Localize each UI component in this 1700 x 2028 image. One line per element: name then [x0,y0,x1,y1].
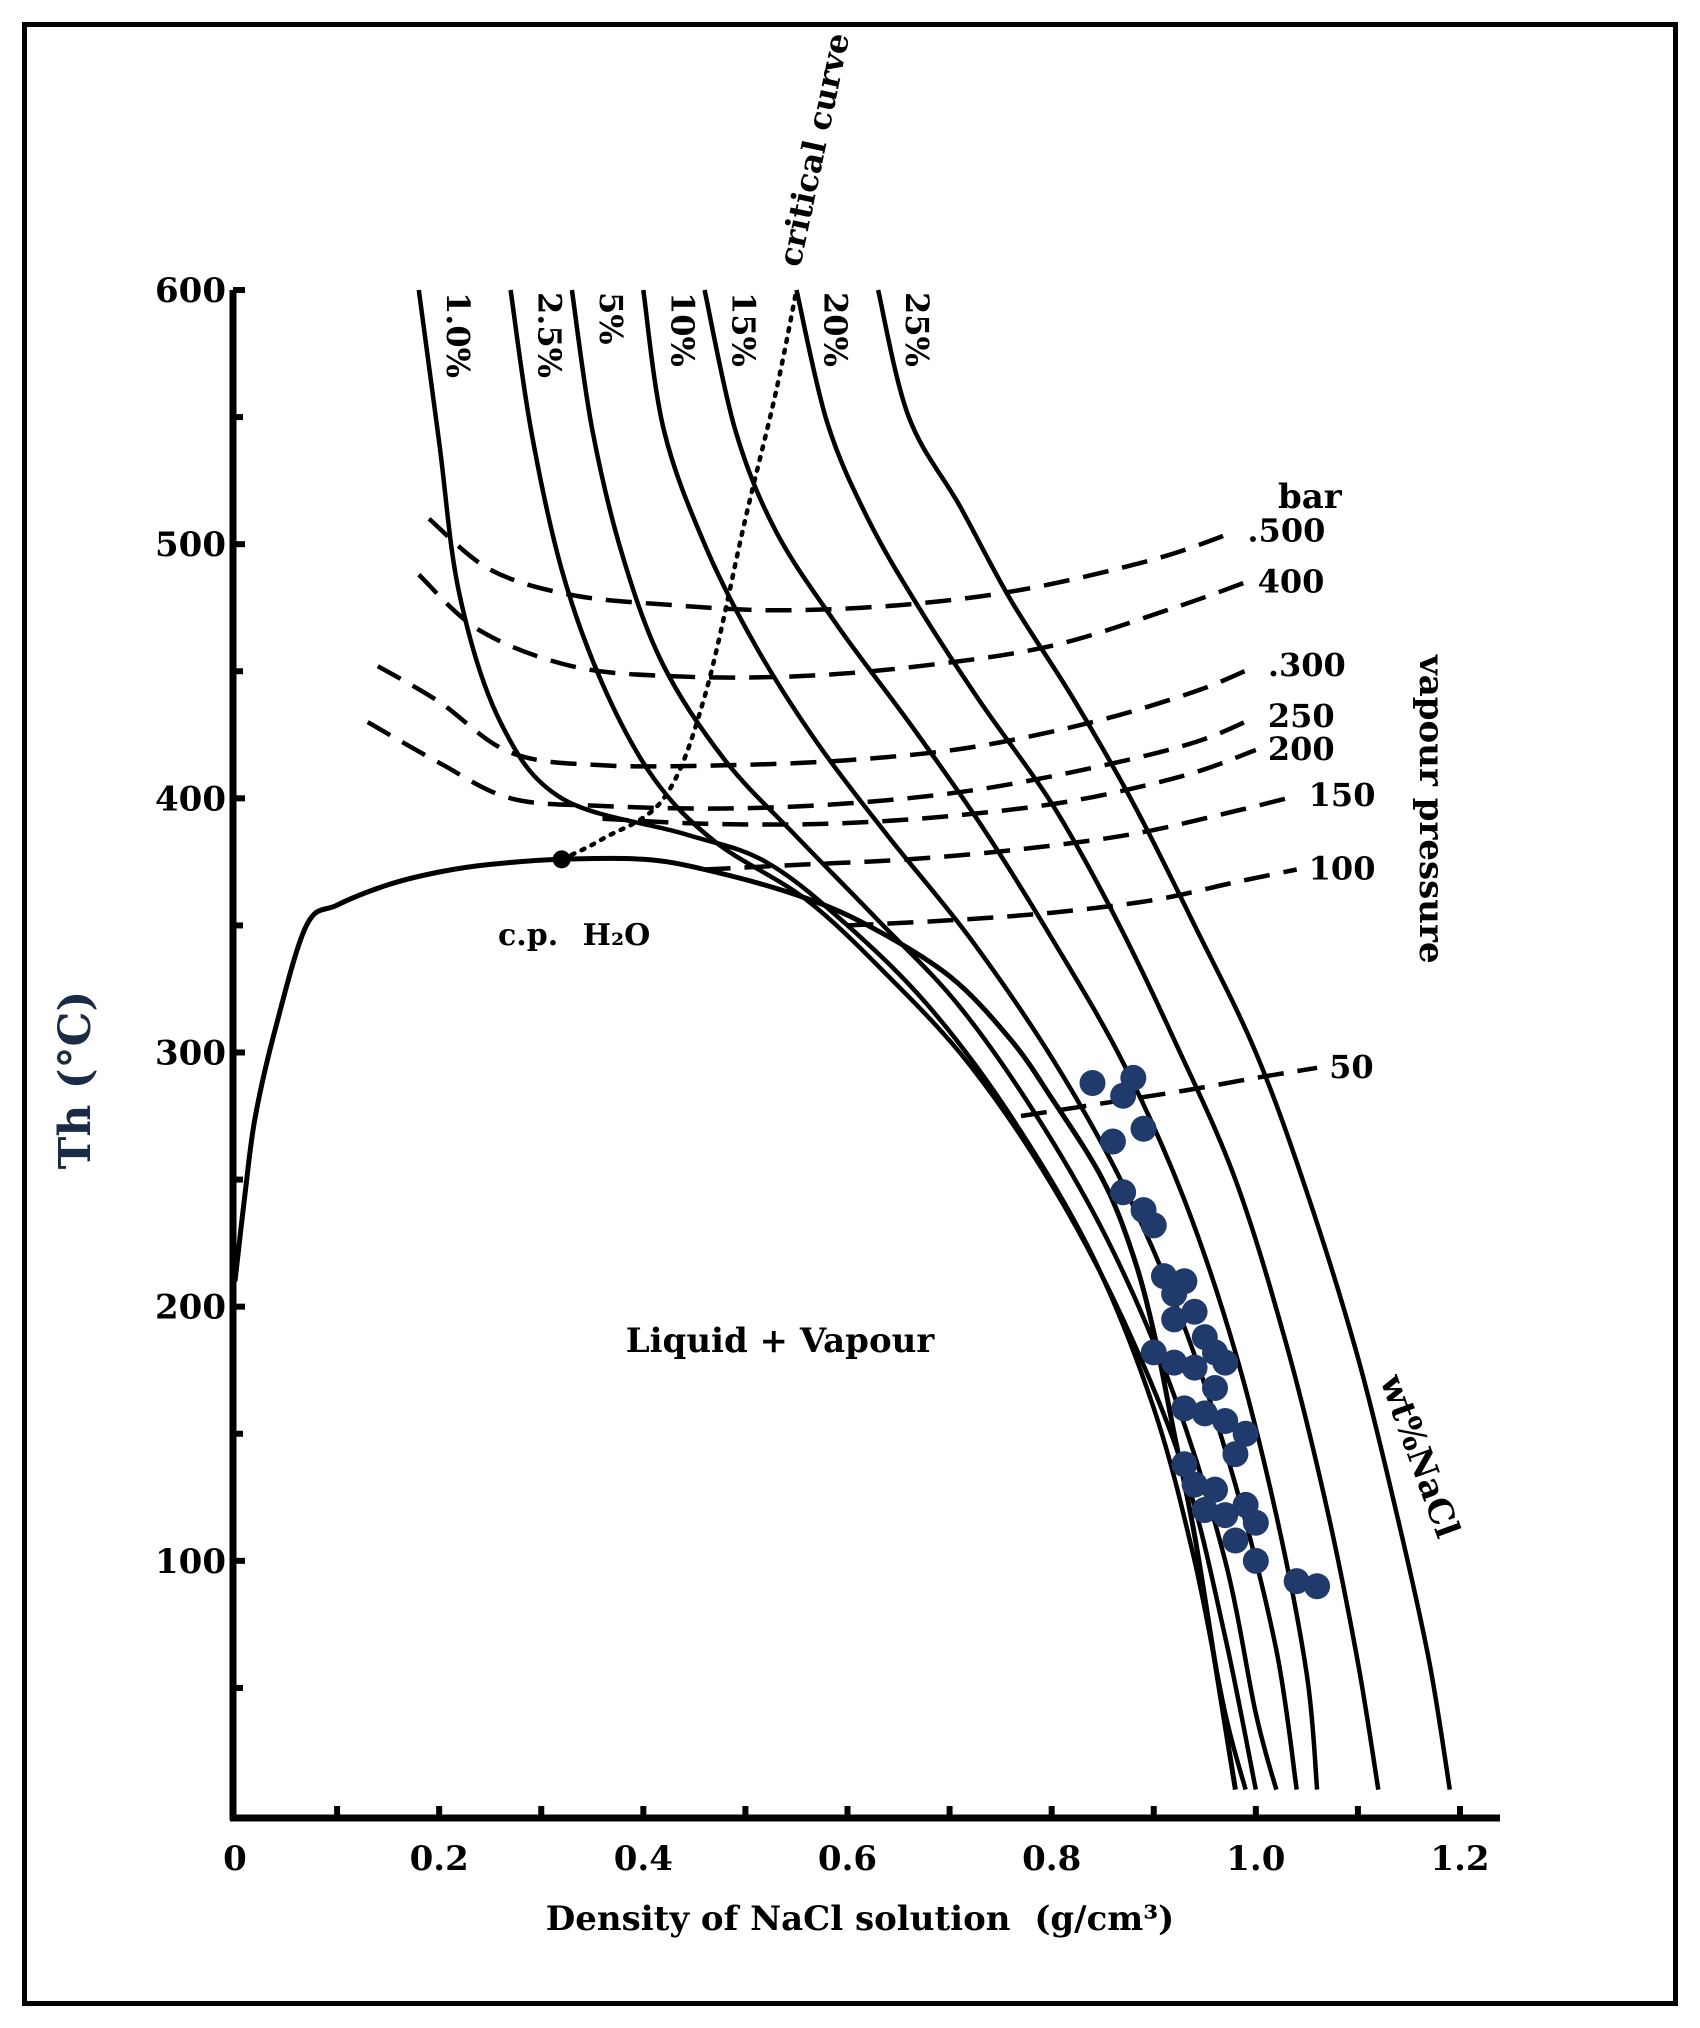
inclusion-point [1232,1420,1259,1447]
isopleth-label: 15% [725,292,763,367]
critical-point-formula: H₂O [583,918,651,953]
inclusion-point [1222,1441,1249,1468]
inclusion-point [1079,1070,1106,1096]
inclusion-point [1130,1115,1157,1142]
critical-point-marker [552,850,571,869]
isobar-line [366,714,1257,811]
x-axis-label: Density of NaCl solution (g/cm³) [546,1899,1175,1939]
x-tick-label: 0.2 [410,1839,469,1879]
x-tick-label: 0.8 [1022,1839,1081,1879]
inclusion-point [1212,1349,1239,1376]
isobar-label: .300 [1268,646,1346,684]
isobar-line [427,517,1237,613]
x-axis-label-unit: (g/cm³) [1034,1899,1174,1939]
isopleth-label: 20% [816,292,854,367]
inclusion-point [1242,1509,1269,1536]
inclusion-point [1304,1573,1331,1600]
y-tick-label: 500 [155,525,226,565]
isobar-label: 400 [1258,562,1325,600]
isopleth-label: 2.5% [531,292,569,378]
isobar-line [376,664,1257,769]
inclusion-point [1242,1547,1269,1574]
composition-unit-label: wt%NaCl [1371,1368,1467,1543]
y-tick-label: 100 [155,1542,226,1582]
y-tick-label: 300 [155,1034,226,1074]
x-tick-label: 0.6 [818,1839,877,1879]
isobar-line [704,793,1298,872]
isobar-label: 100 [1309,850,1376,888]
inclusion-point [1181,1298,1208,1325]
inclusion-point [1171,1268,1198,1295]
isobar-line [602,747,1257,827]
isopleth-line [794,289,1381,1790]
isopleth-label: 1.0% [439,292,477,378]
inclusion-point [1212,1408,1239,1435]
isopleth-line [702,289,1320,1790]
x-tick-label: 0 [223,1839,247,1879]
inclusion-point [1202,1476,1228,1503]
isopleth-label: 10% [663,292,701,367]
isopleth-line [508,289,1259,1791]
inclusion-point [1110,1179,1137,1206]
isopleth-line [569,289,1279,1791]
x-tick-label: 1.0 [1226,1839,1285,1879]
pressure-unit-label: bar [1278,477,1343,517]
inclusion-point [1191,1400,1218,1427]
y-axis-label: Th (°C) [50,991,101,1170]
critical-point-text: c.p. [498,918,558,953]
y-tick-label: 400 [155,779,226,819]
isobar-line [847,867,1298,928]
vapour-pressure-label: vapour pressure [1411,654,1451,964]
figure-frame [22,22,1678,2006]
inclusion-point [1283,1568,1310,1595]
isopleth-label: 5% [592,292,630,345]
isobar-label: 150 [1309,776,1376,814]
inclusion-point [1181,1354,1208,1381]
isopleth-line [875,289,1453,1790]
isobar-label: .500 [1247,511,1325,549]
chart-marks: 100 200 300 400 500 600 0 0.2 0.4 0.6 0.8 1.0 1.2 1.0… [155,271,1490,1879]
isopleth-label: 25% [898,292,936,367]
critical-curve [559,287,799,862]
inclusion-point [1222,1527,1249,1554]
isobar-line [417,573,1247,680]
isopleth-line [641,289,1299,1790]
inclusion-point [1202,1375,1228,1401]
isobar-label: 50 [1329,1048,1374,1086]
x-tick-label: 1.2 [1430,1839,1489,1879]
region-label: Liquid + Vapour [626,1321,936,1361]
x-axis-label-text: Density of NaCl solution [546,1899,1011,1939]
inclusion-point [1161,1349,1188,1376]
inclusion-point [1140,1212,1167,1239]
inclusion-point [1171,1451,1198,1478]
inclusion-point [1140,1339,1167,1366]
critical-curve-label: critical curve [771,29,858,269]
critical-point-label: c.p. H₂O [498,918,650,953]
y-tick-label: 200 [155,1288,226,1328]
x-tick-label: 0.4 [614,1839,673,1879]
isopleth-line [416,289,1248,1791]
inclusion-point [1099,1128,1126,1155]
inclusion-point [1212,1502,1239,1529]
inclusion-point [1181,1471,1208,1498]
inclusion-point [1120,1064,1147,1091]
inclusion-point [1161,1306,1188,1333]
inclusion-point [1171,1395,1198,1422]
inclusion-point [1191,1497,1218,1523]
isobar-line [1020,1065,1318,1119]
isobar-label: 200 [1268,730,1335,768]
isobar-label: 250 [1268,697,1335,735]
y-tick-label: 600 [155,271,226,311]
